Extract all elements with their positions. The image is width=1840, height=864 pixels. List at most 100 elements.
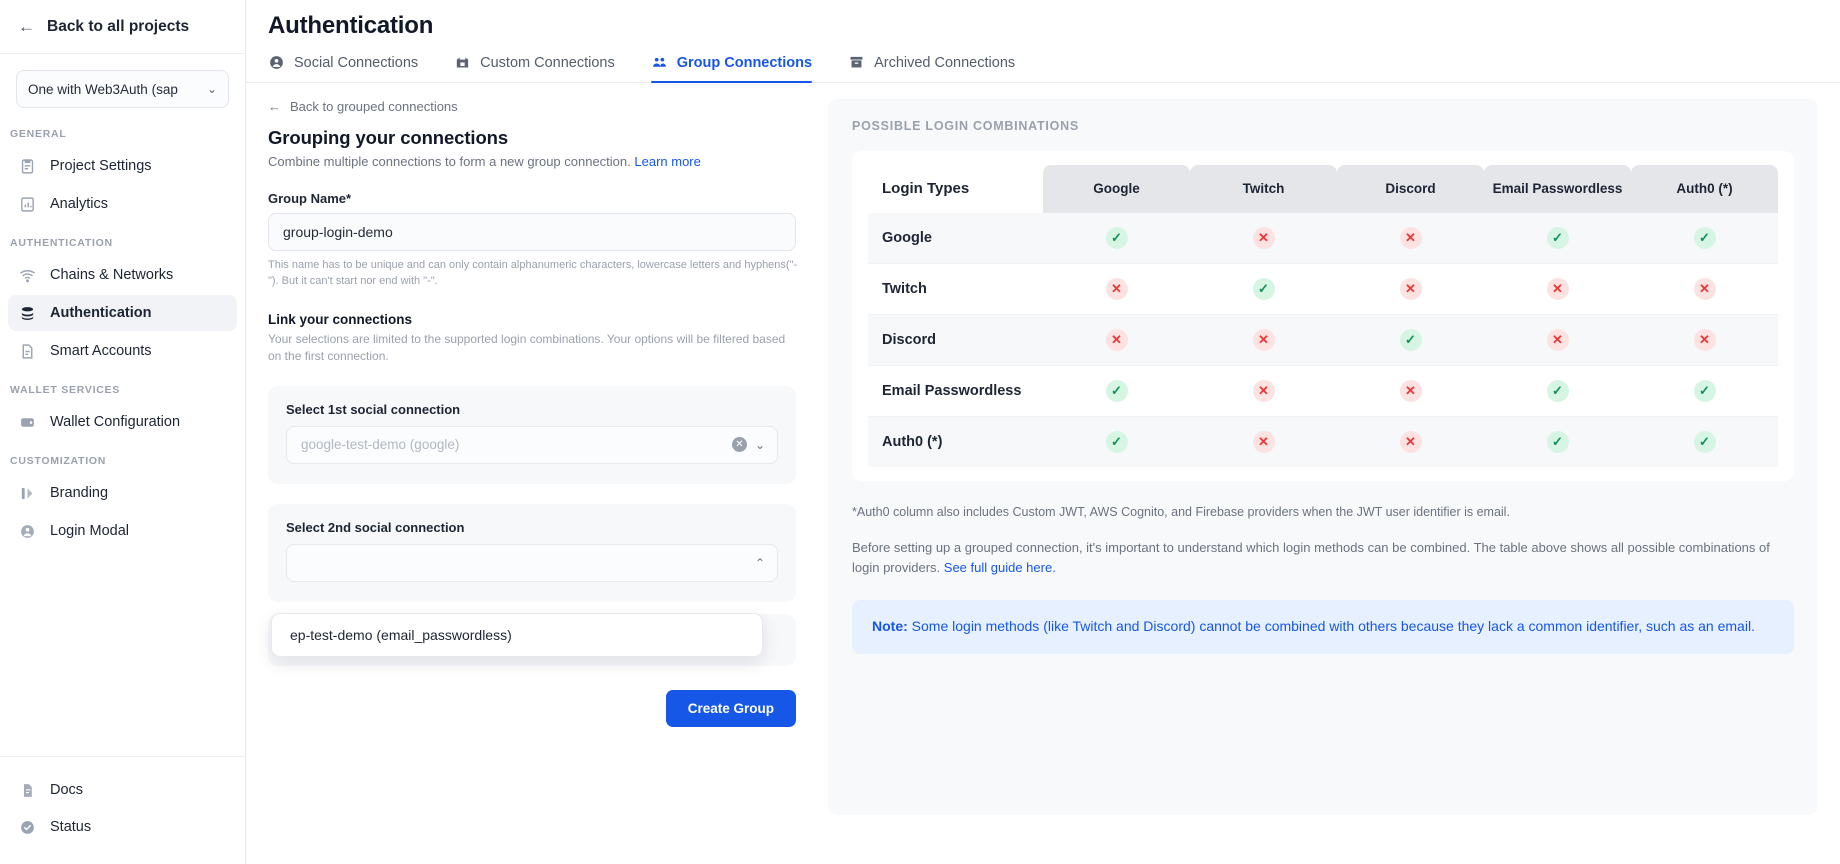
sidebar-item-smart-accounts[interactable]: Smart Accounts (8, 333, 237, 369)
cell: ✓ (1484, 417, 1631, 467)
back-to-all-projects[interactable]: ← Back to all projects (0, 0, 245, 54)
clear-icon[interactable]: ✕ (731, 437, 747, 453)
cell: ✓ (1190, 264, 1337, 315)
dropdown-option[interactable]: ep-test-demo (email_passwordless) (290, 627, 512, 643)
note-box: Note: Some login methods (like Twitch an… (852, 600, 1794, 654)
branding-icon (18, 484, 36, 502)
first-connection-select[interactable]: google-test-demo (google) ✕ ⌄ (286, 425, 778, 464)
tab-social-connections[interactable]: Social Connections (268, 54, 418, 82)
check-icon: ✓ (1546, 380, 1569, 402)
cell: ✓ (1631, 366, 1778, 417)
user-circle-icon (268, 54, 285, 71)
sidebar-item-label: Smart Accounts (50, 343, 152, 359)
cross-icon: ✕ (1252, 329, 1275, 351)
custom-icon (454, 54, 471, 71)
cross-icon: ✕ (1252, 431, 1275, 453)
footnote-body: Before setting up a grouped connection, … (852, 538, 1794, 578)
row-label-discord: Discord (868, 315, 1043, 366)
first-connection-value: google-test-demo (google) (301, 437, 460, 453)
group-name-input[interactable]: group-login-demo (268, 213, 796, 251)
section-subtitle-text: Combine multiple connections to form a n… (268, 154, 631, 169)
create-group-button[interactable]: Create Group (665, 689, 796, 727)
main-content: Authentication Social Connections Custom… (246, 0, 1840, 864)
sidebar-item-branding[interactable]: Branding (8, 475, 237, 511)
cell: ✕ (1484, 264, 1631, 315)
learn-more-link[interactable]: Learn more (634, 154, 701, 169)
back-grouped-label: Back to grouped connections (290, 99, 458, 114)
cell: ✕ (1190, 366, 1337, 417)
table-col-discord: Discord (1337, 165, 1484, 213)
document-icon (18, 342, 36, 360)
sidebar-item-label: Project Settings (50, 158, 152, 174)
check-icon: ✓ (1693, 431, 1716, 453)
cross-icon: ✕ (1399, 278, 1422, 300)
sidebar-section-authentication: AUTHENTICATION (10, 237, 113, 249)
check-icon: ✓ (1399, 329, 1422, 351)
tab-label: Social Connections (294, 54, 419, 71)
combinations-column: POSSIBLE LOGIN COMBINATIONS Login Types … (806, 83, 1840, 861)
chart-icon (18, 195, 36, 213)
link-connections-subtext: Your selections are limited to the suppo… (268, 331, 786, 364)
second-connection-select[interactable]: ⌃ (286, 543, 778, 582)
create-group-row: Create Group (268, 689, 796, 727)
check-circle-icon (18, 818, 36, 836)
group-name-value: group-login-demo (283, 224, 393, 240)
tab-group-connections[interactable]: Group Connections (650, 54, 813, 83)
sidebar-item-chains-networks[interactable]: Chains & Networks (8, 257, 237, 293)
content-area: ← Back to grouped connections Grouping y… (246, 83, 1840, 861)
sidebar-item-status[interactable]: Status (8, 809, 237, 845)
cross-icon: ✕ (1105, 278, 1128, 300)
table-corner-header: Login Types (868, 165, 1043, 213)
cell: ✕ (1631, 264, 1778, 315)
see-full-guide-link[interactable]: See full guide here. (943, 559, 1056, 575)
sidebar-item-docs[interactable]: Docs (8, 772, 237, 808)
check-icon: ✓ (1105, 380, 1128, 402)
cell: ✓ (1043, 417, 1190, 467)
group-name-hint: This name has to be unique and can only … (268, 259, 798, 287)
back-to-grouped-connections[interactable]: ← Back to grouped connections (268, 99, 806, 114)
sidebar-item-label: Authentication (50, 305, 152, 321)
combinations-panel: POSSIBLE LOGIN COMBINATIONS Login Types … (828, 99, 1818, 815)
cross-icon: ✕ (1546, 329, 1569, 351)
cell: ✓ (1631, 213, 1778, 264)
cross-icon: ✕ (1693, 278, 1716, 300)
table-row: Google ✓ ✕ ✕ ✓ ✓ (868, 213, 1778, 264)
archive-icon (848, 54, 865, 71)
cell: ✕ (1337, 366, 1484, 417)
chevron-down-icon: ⌄ (206, 82, 217, 96)
sidebar-item-label: Analytics (50, 196, 109, 212)
project-selector-label: One with Web3Auth (sap (28, 81, 178, 97)
row-label-google: Google (868, 213, 1043, 264)
tab-custom-connections[interactable]: Custom Connections (454, 54, 615, 82)
second-connection-dropdown[interactable]: ep-test-demo (email_passwordless) (271, 613, 763, 657)
sidebar-item-analytics[interactable]: Analytics (8, 186, 237, 222)
project-selector[interactable]: One with Web3Auth (sap ⌄ (16, 70, 229, 108)
check-icon: ✓ (1546, 431, 1569, 453)
chevron-up-icon[interactable]: ⌃ (754, 555, 765, 570)
clipboard-icon (18, 157, 36, 175)
sidebar-footer: Docs Status (0, 756, 245, 864)
sidebar-item-wallet-configuration[interactable]: Wallet Configuration (8, 404, 237, 440)
cross-icon: ✕ (1252, 227, 1275, 249)
sidebar-item-label: Status (50, 819, 92, 835)
chevron-down-icon[interactable]: ⌄ (754, 437, 765, 452)
cell: ✓ (1043, 366, 1190, 417)
sidebar-item-project-settings[interactable]: Project Settings (8, 148, 237, 184)
cell: ✓ (1337, 315, 1484, 366)
cell: ✓ (1484, 366, 1631, 417)
tab-archived-connections[interactable]: Archived Connections (848, 54, 1015, 82)
cell: ✕ (1631, 315, 1778, 366)
link-connections-heading: Link your connections (268, 311, 413, 327)
sidebar-item-login-modal[interactable]: Login Modal (8, 513, 237, 549)
cross-icon: ✕ (1399, 380, 1422, 402)
cell: ✕ (1043, 315, 1190, 366)
table-row: Twitch ✕ ✓ ✕ ✕ ✕ (868, 264, 1778, 315)
wifi-icon (18, 266, 36, 284)
combinations-table: Login Types Google Twitch Discord Email … (868, 165, 1778, 467)
cell: ✕ (1337, 417, 1484, 467)
cell: ✕ (1484, 315, 1631, 366)
cell: ✕ (1190, 315, 1337, 366)
group-name-label: Group Name* (268, 191, 352, 206)
first-connection-label: Select 1st social connection (286, 401, 461, 417)
sidebar-item-authentication[interactable]: Authentication (8, 295, 237, 331)
